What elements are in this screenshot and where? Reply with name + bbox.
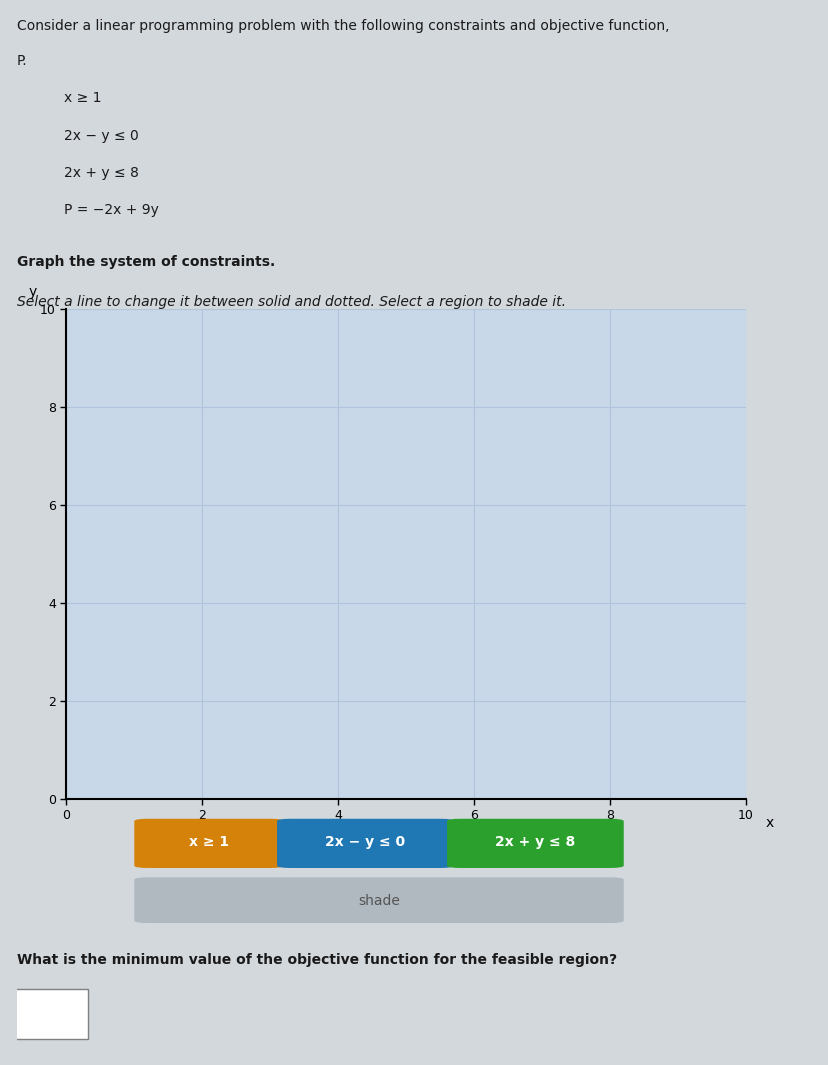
Text: 2x − y ≤ 0: 2x − y ≤ 0 bbox=[65, 129, 139, 143]
Text: What is the minimum value of the objective function for the feasible region?: What is the minimum value of the objecti… bbox=[17, 953, 616, 967]
Text: P.: P. bbox=[17, 54, 27, 68]
Text: x: x bbox=[765, 816, 773, 831]
FancyBboxPatch shape bbox=[134, 819, 283, 868]
FancyBboxPatch shape bbox=[8, 989, 88, 1039]
Text: 2x + y ≤ 8: 2x + y ≤ 8 bbox=[494, 835, 575, 849]
FancyBboxPatch shape bbox=[134, 878, 623, 923]
Text: x ≥ 1: x ≥ 1 bbox=[65, 92, 102, 105]
Text: shade: shade bbox=[358, 894, 399, 907]
Text: Select a line to change it between solid and dotted. Select a region to shade it: Select a line to change it between solid… bbox=[17, 295, 565, 309]
FancyBboxPatch shape bbox=[446, 819, 623, 868]
Text: y: y bbox=[28, 284, 36, 298]
Text: 2x + y ≤ 8: 2x + y ≤ 8 bbox=[65, 166, 139, 180]
Text: P = −2x + 9y: P = −2x + 9y bbox=[65, 203, 159, 217]
FancyBboxPatch shape bbox=[277, 819, 453, 868]
Text: 2x − y ≤ 0: 2x − y ≤ 0 bbox=[325, 835, 405, 849]
Text: Graph the system of constraints.: Graph the system of constraints. bbox=[17, 256, 275, 269]
Text: x ≥ 1: x ≥ 1 bbox=[189, 835, 229, 849]
Text: Consider a linear programming problem with the following constraints and objecti: Consider a linear programming problem wi… bbox=[17, 19, 668, 33]
